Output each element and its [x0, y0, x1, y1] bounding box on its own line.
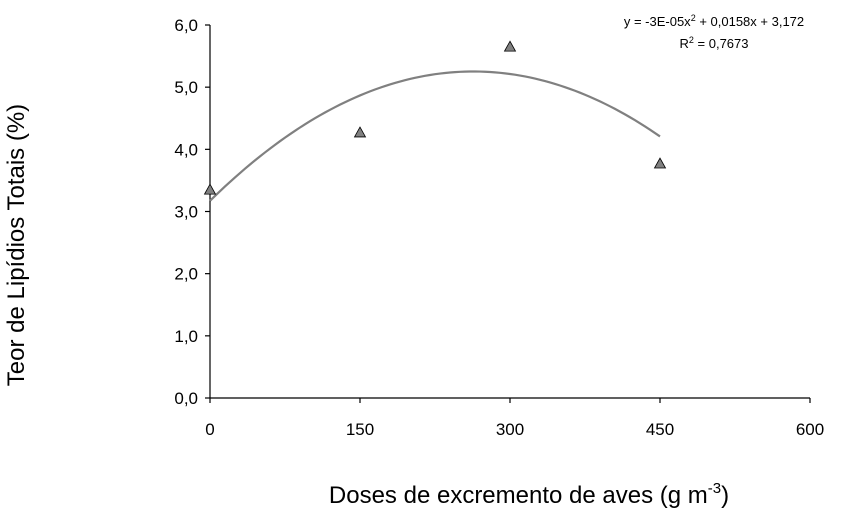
data-points	[203, 40, 667, 195]
data-point-marker	[653, 157, 667, 169]
trendline-equation: y = -3E-05x2 + 0,0158x + 3,172	[624, 13, 804, 29]
y-axis-title: Teor de Lipídios Totais (%)	[3, 104, 30, 386]
y-tick-label: 3,0	[174, 203, 198, 222]
data-point-marker	[503, 40, 517, 52]
r-squared-label: R2 = 0,7673	[680, 35, 749, 51]
x-tick-label: 150	[346, 420, 374, 439]
y-axis-ticks: 0,0 1,0 2,0 3,0 4,0 5,0 6,0	[174, 16, 210, 408]
x-axis-ticks: 0 150 300 450 600	[205, 398, 824, 439]
trendline	[209, 70, 661, 202]
y-tick-label: 2,0	[174, 265, 198, 284]
x-tick-label: 450	[646, 420, 674, 439]
y-tick-label: 5,0	[174, 78, 198, 97]
y-tick-label: 0,0	[174, 389, 198, 408]
x-tick-label: 300	[496, 420, 524, 439]
data-point-marker	[203, 183, 217, 195]
data-point-marker	[353, 126, 367, 138]
y-tick-label: 1,0	[174, 327, 198, 346]
y-tick-label: 6,0	[174, 16, 198, 35]
y-tick-label: 4,0	[174, 140, 198, 159]
x-tick-label: 0	[205, 420, 214, 439]
x-tick-label: 600	[796, 420, 824, 439]
x-axis-title: Doses de excremento de aves (g m-3)	[329, 480, 729, 509]
